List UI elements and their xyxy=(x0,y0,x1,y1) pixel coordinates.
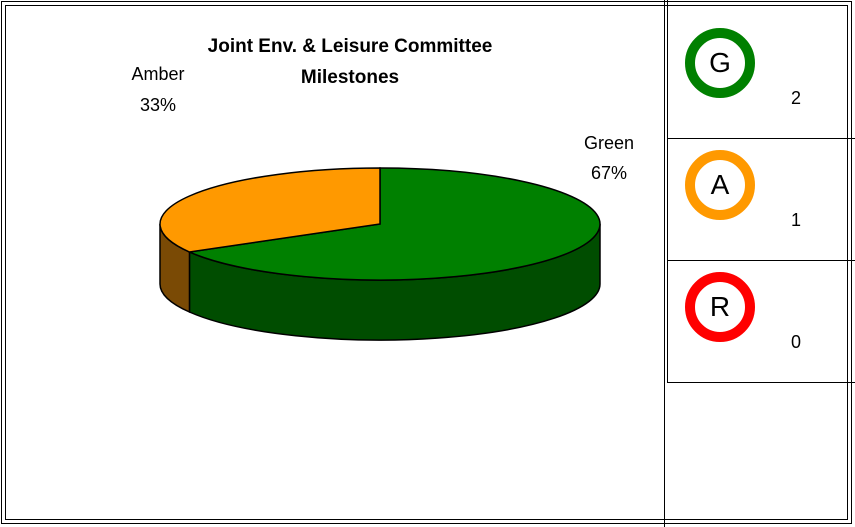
chart-title-line-1: Joint Env. & Leisure Committee xyxy=(208,36,493,57)
pie-slice-green xyxy=(186,167,601,281)
slice-label-amber-name: Amber xyxy=(131,64,184,84)
rag-row-red: R 0 xyxy=(667,262,855,384)
amber-status-letter: A xyxy=(710,169,730,200)
red-status-ring-icon: R xyxy=(685,272,755,342)
red-status-letter: R xyxy=(709,291,731,322)
green-status-letter: G xyxy=(709,47,731,78)
slice-label-green-percent: 67% xyxy=(591,163,627,183)
green-status-count: 2 xyxy=(791,88,802,108)
green-status-ring-icon: G xyxy=(685,28,755,98)
pie-chart: Joint Env. & Leisure Committee Milestone… xyxy=(131,36,634,341)
pie-slice-amber xyxy=(159,167,381,253)
red-status-count: 0 xyxy=(791,332,802,352)
slice-label-amber-percent: 33% xyxy=(140,95,176,115)
rag-row-green: G 2 xyxy=(667,18,855,140)
amber-status-count: 1 xyxy=(791,210,802,230)
slice-label-green-name: Green xyxy=(584,133,634,153)
amber-status-ring-icon: A xyxy=(685,150,755,220)
chart-title-line-2: Milestones xyxy=(301,67,399,88)
rag-row-amber: A 1 xyxy=(667,140,855,262)
